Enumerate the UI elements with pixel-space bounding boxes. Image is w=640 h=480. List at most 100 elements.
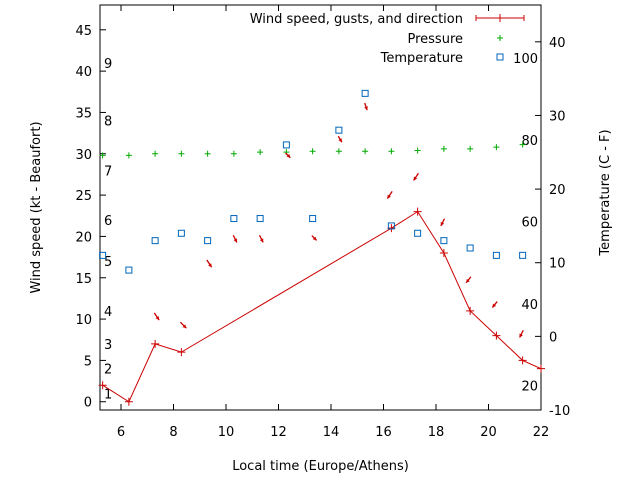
pressure-point bbox=[440, 145, 447, 152]
wind-direction-arrowhead bbox=[413, 176, 418, 181]
wind-speed-point bbox=[413, 207, 422, 216]
wind-direction-arrowhead bbox=[387, 194, 391, 199]
y2-tick-label: 40 bbox=[549, 36, 566, 51]
wind-speed-point bbox=[151, 339, 160, 348]
x-tick-label: 18 bbox=[428, 425, 445, 440]
x-tick-label: 8 bbox=[169, 425, 177, 440]
pressure-point bbox=[519, 141, 526, 148]
legend-pressure-marker bbox=[497, 35, 503, 41]
y-tick-label: 5 bbox=[84, 354, 92, 369]
plot-frame bbox=[99, 4, 542, 411]
wind-direction-arrowhead bbox=[155, 316, 160, 321]
wind-speed-point bbox=[124, 397, 133, 406]
wind-speed-line bbox=[102, 210, 541, 403]
pressure-point bbox=[309, 148, 316, 155]
temperature-point bbox=[387, 222, 395, 230]
wind-direction-arrowhead bbox=[312, 236, 317, 241]
beaufort-label: 2 bbox=[104, 363, 112, 378]
fahrenheit-label: 40 bbox=[521, 298, 538, 313]
pressure-point bbox=[388, 148, 395, 155]
y-axis-label: Wind speed (kt - Beaufort) bbox=[29, 121, 44, 293]
beaufort-label: 9 bbox=[104, 57, 112, 72]
beaufort-label: 4 bbox=[104, 305, 112, 320]
wind-speed-point bbox=[492, 331, 501, 340]
y2-tick-label: 10 bbox=[549, 257, 566, 272]
temperature-point bbox=[466, 244, 474, 252]
temperature-point bbox=[151, 237, 159, 245]
x-tick-label: 16 bbox=[375, 425, 392, 440]
legend-label: Pressure bbox=[407, 32, 463, 47]
x-tick-label: 12 bbox=[270, 425, 287, 440]
temperature-point bbox=[414, 229, 422, 237]
wind-speed-point bbox=[537, 364, 545, 373]
wind-speed-point bbox=[439, 248, 448, 257]
wind-direction-arrowhead bbox=[364, 106, 368, 111]
pressure-point bbox=[178, 150, 185, 157]
pressure-point bbox=[152, 150, 159, 157]
temperature-point bbox=[519, 251, 527, 259]
wind-direction-arrowhead bbox=[182, 324, 187, 329]
temperature-point bbox=[335, 126, 343, 134]
wind-speed-point bbox=[177, 348, 186, 357]
pressure-point bbox=[125, 152, 132, 159]
pressure-point bbox=[414, 147, 421, 154]
x-axis-label: Local time (Europe/Athens) bbox=[232, 459, 409, 474]
wind-direction-arrowhead bbox=[466, 278, 470, 283]
beaufort-label: 3 bbox=[104, 338, 112, 353]
temperature-point bbox=[440, 237, 448, 245]
y-tick-label: 25 bbox=[75, 189, 92, 204]
y-tick-label: 20 bbox=[75, 230, 92, 245]
temperature-point bbox=[204, 237, 212, 245]
fahrenheit-label: 80 bbox=[521, 134, 538, 149]
temperature-point bbox=[99, 251, 107, 259]
fahrenheit-label: 60 bbox=[521, 215, 538, 230]
temperature-point bbox=[282, 141, 290, 149]
temperature-point bbox=[256, 215, 264, 223]
legend-wind-marker bbox=[496, 14, 504, 22]
y-tick-label: 45 bbox=[75, 24, 92, 39]
temperature-point bbox=[361, 89, 369, 97]
x-tick-label: 14 bbox=[323, 425, 340, 440]
wind-direction-arrowhead bbox=[233, 238, 238, 243]
wind-speed-point bbox=[466, 306, 475, 315]
y-tick-label: 40 bbox=[75, 65, 92, 80]
pressure-point bbox=[335, 148, 342, 155]
pressure-point bbox=[362, 148, 369, 155]
wind-direction-arrowhead bbox=[492, 303, 497, 308]
beaufort-label: 6 bbox=[104, 214, 112, 229]
y2-tick-label: 20 bbox=[549, 183, 566, 198]
fahrenheit-label: 100 bbox=[513, 52, 538, 67]
y-tick-label: 15 bbox=[75, 272, 92, 287]
pressure-point bbox=[493, 144, 500, 151]
temperature-point bbox=[309, 215, 317, 223]
x-tick-label: 22 bbox=[533, 425, 550, 440]
beaufort-label: 8 bbox=[104, 115, 112, 130]
legend-temperature-marker bbox=[496, 53, 504, 61]
wind-direction-arrowhead bbox=[519, 333, 523, 338]
x-tick-label: 20 bbox=[480, 425, 497, 440]
y-tick-label: 10 bbox=[75, 313, 92, 328]
x-tick-label: 10 bbox=[218, 425, 235, 440]
beaufort-label: 7 bbox=[104, 164, 112, 179]
wind-direction-arrowhead bbox=[208, 263, 212, 268]
pressure-point bbox=[204, 150, 211, 157]
temperature-point bbox=[177, 229, 185, 237]
y-tick-label: 0 bbox=[84, 396, 92, 411]
wind-speed-point bbox=[518, 356, 527, 365]
y2-axis-label: Temperature (C - F) bbox=[598, 129, 613, 256]
wind-direction-arrowhead bbox=[286, 153, 291, 158]
temperature-point bbox=[125, 266, 133, 274]
pressure-point bbox=[230, 150, 237, 157]
temperature-point bbox=[230, 215, 238, 223]
y2-tick-label: 30 bbox=[549, 109, 566, 124]
x-tick-label: 6 bbox=[117, 425, 125, 440]
pressure-point bbox=[99, 152, 106, 159]
beaufort-label: 1 bbox=[104, 387, 112, 402]
legend-label: Wind speed, gusts, and direction bbox=[250, 12, 463, 27]
wind-direction-arrowhead bbox=[440, 221, 445, 226]
fahrenheit-label: 20 bbox=[521, 380, 538, 395]
y2-tick-label: 0 bbox=[549, 330, 557, 345]
y-tick-label: 35 bbox=[75, 106, 92, 121]
